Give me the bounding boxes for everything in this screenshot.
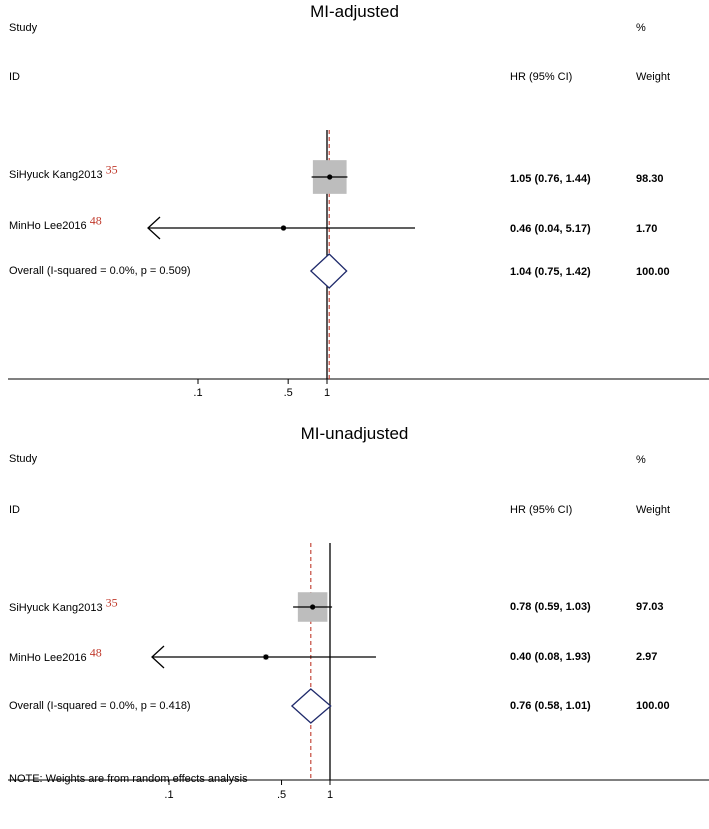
header-study: Study <box>9 22 38 34</box>
estimate-ci: 0.40 (0.08, 1.93) <box>510 651 591 663</box>
forest-plot-mi-adjusted: MI-adjusted Study % ID HR (95% CI) Weigh… <box>0 0 709 400</box>
study-label: MinHo Lee2016 48 <box>9 646 102 664</box>
chart-title: MI-adjusted <box>310 2 399 21</box>
reference-number: 35 <box>105 595 118 610</box>
header-id: ID <box>9 504 20 516</box>
study-name: MinHo Lee2016 <box>9 652 87 664</box>
point-estimate <box>310 604 316 610</box>
reference-number: 35 <box>105 162 118 177</box>
header-percent: % <box>636 454 646 466</box>
study-label: SiHyuck Kang2013 35 <box>9 596 118 614</box>
overall-weight: 100.00 <box>636 266 670 278</box>
estimate-ci: 1.05 (0.76, 1.44) <box>510 173 591 185</box>
header-estimate: HR (95% CI) <box>510 71 573 83</box>
header-weight: Weight <box>636 504 671 516</box>
x-tick-label: .1 <box>193 387 202 399</box>
weight-value: 1.70 <box>636 223 658 235</box>
study-name: SiHyuck Kang2013 <box>9 602 103 614</box>
overall-label: Overall (I-squared = 0.0%, p = 0.418) <box>9 700 191 712</box>
study-name: SiHyuck Kang2013 <box>9 169 103 181</box>
overall-label: Overall (I-squared = 0.0%, p = 0.509) <box>9 265 191 277</box>
estimate-ci: 0.78 (0.59, 1.03) <box>510 601 591 613</box>
forest-plot-canvas: .1 .5 1 <box>8 130 709 399</box>
estimate-ci: 0.46 (0.04, 5.17) <box>510 223 591 235</box>
header-study: Study <box>9 453 38 465</box>
header-percent: % <box>636 22 646 34</box>
overall-estimate-ci: 1.04 (0.75, 1.42) <box>510 266 591 278</box>
forest-plot-mi-unadjusted: MI-unadjusted Study % ID HR (95% CI) Wei… <box>0 400 709 829</box>
overall-weight: 100.00 <box>636 700 670 712</box>
header-id: ID <box>9 71 20 83</box>
study-label: SiHyuck Kang2013 35 <box>9 163 118 181</box>
overall-diamond <box>309 253 348 289</box>
x-tick-label: .1 <box>164 789 173 801</box>
study-name: MinHo Lee2016 <box>9 220 87 232</box>
ci-arrow <box>151 645 165 669</box>
x-tick-label: 1 <box>324 387 330 399</box>
chart-title: MI-unadjusted <box>300 424 409 443</box>
reference-number: 48 <box>89 213 102 228</box>
weight-value: 2.97 <box>636 651 658 663</box>
point-estimate <box>280 225 287 231</box>
overall-estimate-ci: 0.76 (0.58, 1.01) <box>510 700 591 712</box>
weight-value: 98.30 <box>636 173 664 185</box>
header-estimate: HR (95% CI) <box>510 504 573 516</box>
x-tick-label: .5 <box>284 387 293 399</box>
x-tick-label: 1 <box>327 789 333 801</box>
study-label: MinHo Lee2016 48 <box>9 214 102 232</box>
footnote: NOTE: Weights are from random effects an… <box>9 773 248 785</box>
x-tick-label: .5 <box>277 789 286 801</box>
header-weight: Weight <box>636 71 671 83</box>
point-estimate <box>263 654 269 660</box>
overall-diamond <box>290 688 332 724</box>
forest-plot-canvas: .1 .5 1 <box>8 543 709 801</box>
ci-arrow <box>147 216 161 240</box>
weight-value: 97.03 <box>636 601 664 613</box>
reference-number: 48 <box>89 645 102 660</box>
point-estimate <box>327 174 333 180</box>
